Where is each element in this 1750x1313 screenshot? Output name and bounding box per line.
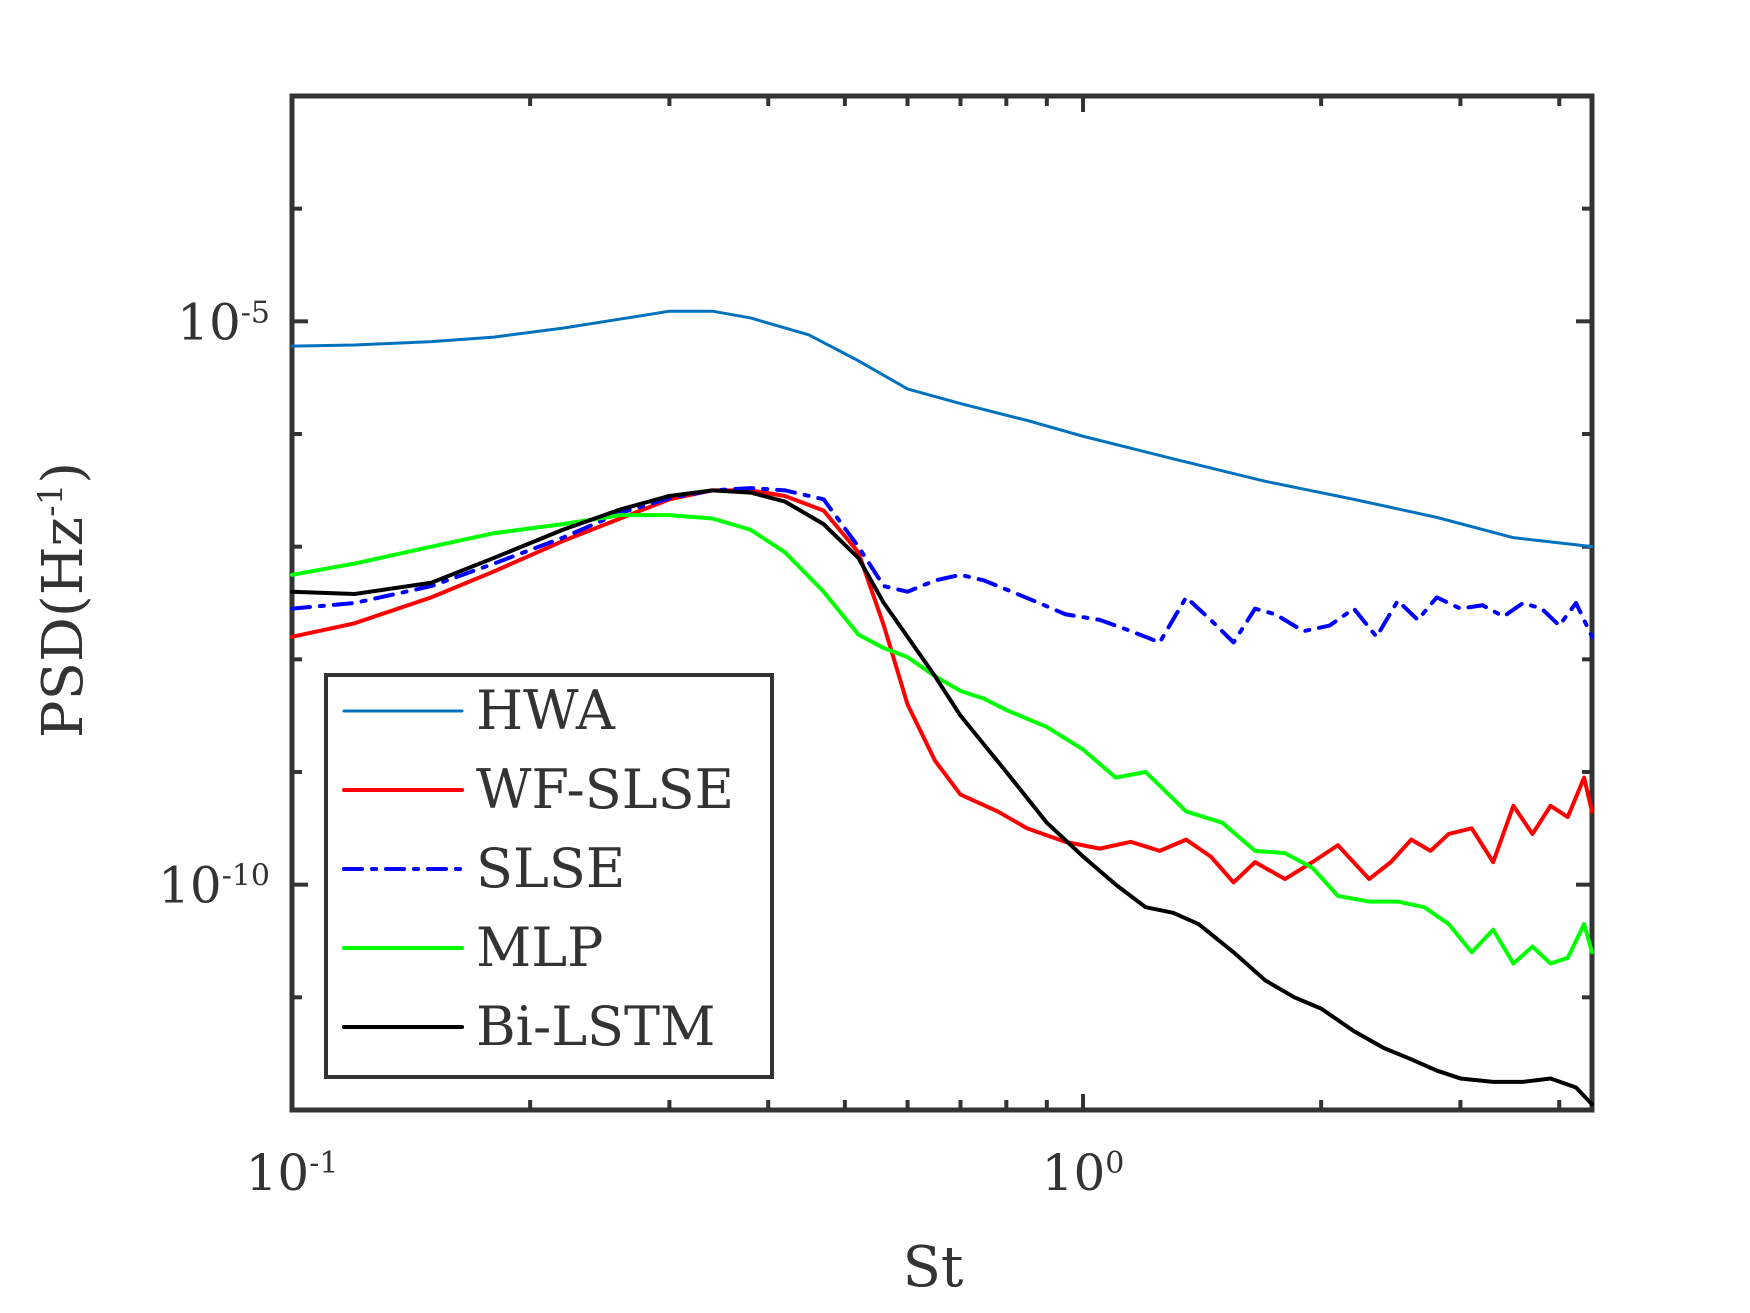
legend-label-bi-lstm: Bi-LSTM (476, 995, 715, 1058)
y-axis-label-base: PSD(Hz (31, 517, 96, 738)
legend-label-mlp: MLP (476, 916, 604, 979)
y-axis-label-close: ) (31, 462, 96, 484)
legend-label-hwa: HWA (476, 679, 616, 742)
legend: HWA WF-SLSE SLSE MLP Bi-LSTM (324, 673, 774, 1079)
legend-label-wf-slse: WF-SLSE (476, 758, 734, 821)
x-tick-label-0: 10-1 (246, 1144, 339, 1202)
series-line-hwa (290, 309, 1594, 549)
x-axis-label: St (903, 1235, 964, 1300)
y-axis-label-exponent: -1 (31, 484, 71, 517)
x-tick-label-exponent: -1 (309, 1146, 338, 1181)
x-tick-label-base: 10 (1042, 1144, 1106, 1202)
legend-label-slse: SLSE (476, 837, 625, 900)
y-tick-label-1: 10-10 (158, 857, 270, 915)
series-layer (290, 309, 1594, 1107)
y-tick-label-base: 10 (158, 857, 222, 915)
legend-box (324, 673, 774, 1079)
x-tick-label-base: 10 (246, 1144, 310, 1202)
plot-area-frame (289, 93, 1595, 1113)
y-tick-label-0: 10-5 (177, 293, 270, 351)
x-tick-label-1: 100 (1042, 1144, 1125, 1202)
x-tick-label-exponent: 0 (1105, 1146, 1124, 1181)
y-tick-label-exponent: -5 (241, 295, 270, 330)
y-tick-label-exponent: -10 (222, 858, 270, 893)
y-tick-label-base: 10 (177, 293, 241, 351)
y-axis-label: PSD(Hz-1) (31, 462, 96, 738)
legend-items: HWA WF-SLSE SLSE MLP Bi-LSTM (342, 679, 734, 1058)
series-line-mlp (290, 513, 1594, 966)
series-line-bi-lstm (290, 488, 1594, 1107)
